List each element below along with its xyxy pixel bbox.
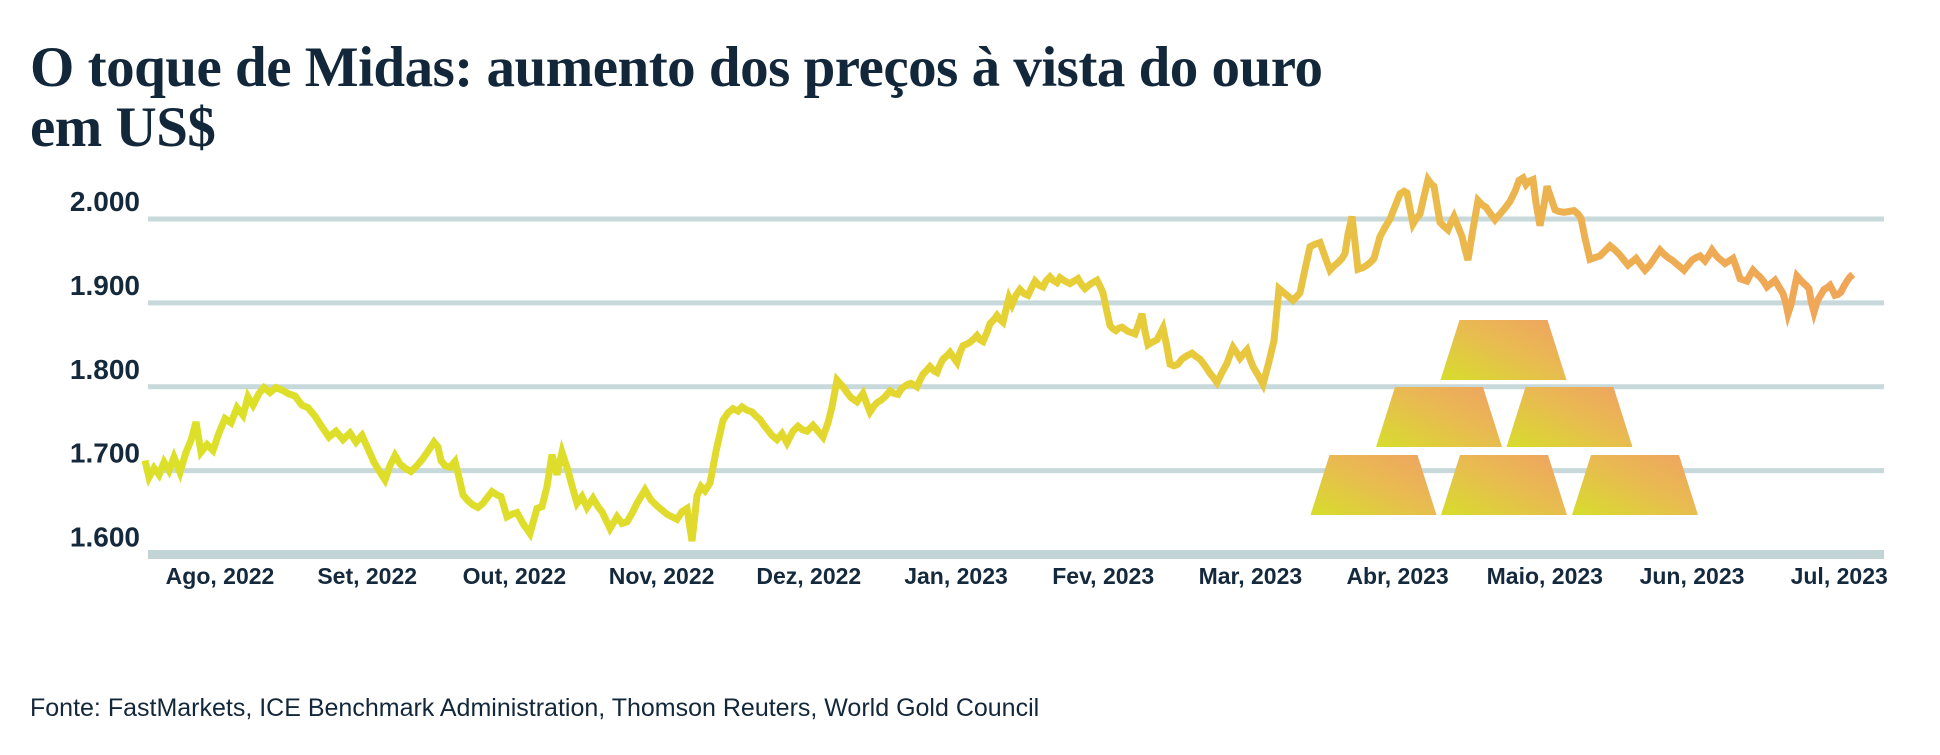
gold-bar-icon xyxy=(1310,455,1437,515)
page-title-line-2: em US$ xyxy=(30,96,216,160)
gold-bar-icon xyxy=(1440,320,1567,380)
y-axis-tick-label: 1.700 xyxy=(70,438,140,469)
x-axis-tick-label: Maio, 2023 xyxy=(1487,563,1603,589)
x-axis-tick-label: Set, 2022 xyxy=(317,563,417,589)
gold-bar-icon xyxy=(1572,455,1698,515)
x-axis-tick-label: Jul, 2023 xyxy=(1791,563,1888,589)
x-axis-tick-label: Ago, 2022 xyxy=(166,563,275,589)
y-axis-tick-label: 1.900 xyxy=(70,270,140,301)
x-axis-tick-label: Dez, 2022 xyxy=(756,563,861,589)
gold-bar-icon xyxy=(1376,387,1502,447)
x-axis-tick-label: Abr, 2023 xyxy=(1346,563,1448,589)
gold-bars-illustration xyxy=(1310,320,1698,515)
axis-labels-layer: 2.000 1.900 1.800 1.700 1.600 Ago, 2022 Set, 2… xyxy=(70,186,1888,589)
y-axis-tick-label: 1.800 xyxy=(70,354,140,385)
y-axis-tick-label: 2.000 xyxy=(70,186,140,217)
gold-price-line xyxy=(141,171,1856,542)
x-axis-tick-label: Fev, 2023 xyxy=(1052,563,1154,589)
x-axis-tick-label: Jun, 2023 xyxy=(1640,563,1745,589)
x-axis-tick-label: Nov, 2022 xyxy=(609,563,715,589)
y-axis-tick-label: 1.600 xyxy=(70,522,140,553)
page-title: O toque de Midas: aumento dos preços à v… xyxy=(30,38,1590,158)
price-line-layer xyxy=(141,171,1856,542)
page-title-line-1: O toque de Midas: aumento dos preços à v… xyxy=(30,36,1323,100)
gold-bar-icon xyxy=(1441,455,1567,515)
x-axis-tick-label: Jan, 2023 xyxy=(904,563,1008,589)
source-note: Fonte: FastMarkets, ICE Benchmark Admini… xyxy=(30,694,1040,722)
x-axis-tick-label: Out, 2022 xyxy=(463,563,567,589)
x-axis-tick-label: Mar, 2023 xyxy=(1199,563,1303,589)
gold-bar-icon xyxy=(1506,387,1633,447)
